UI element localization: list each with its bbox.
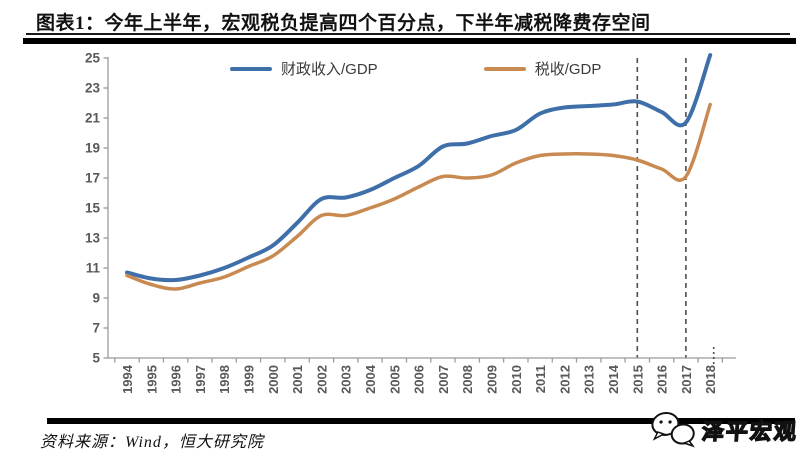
chat-bubbles-icon bbox=[651, 412, 695, 448]
x-tick-label: 2013 bbox=[582, 365, 597, 394]
x-tick-label: 2006 bbox=[412, 365, 427, 394]
x-tick-label: 1996 bbox=[169, 365, 184, 394]
brand-watermark-text: 泽平宏观 bbox=[700, 418, 799, 444]
x-tick-label: 2012 bbox=[557, 365, 572, 394]
y-tick-label: 13 bbox=[85, 231, 101, 246]
y-tick-label: 17 bbox=[85, 171, 100, 186]
x-tick-label: 1997 bbox=[193, 365, 208, 394]
data-source-note: 资料来源：Wind，恒大研究院 bbox=[40, 434, 264, 451]
series-line-1 bbox=[125, 102, 712, 291]
x-tick-label: 2005 bbox=[387, 365, 402, 394]
legend-label: 税收/GDP bbox=[534, 61, 602, 78]
x-tick-label: 2003 bbox=[339, 365, 354, 394]
x-tick-label: 2015 bbox=[630, 365, 645, 394]
legend-swatch bbox=[230, 66, 272, 71]
y-tick-label: 5 bbox=[92, 351, 100, 366]
y-tick-label: 7 bbox=[92, 321, 100, 336]
x-tick-label: 2011 bbox=[533, 365, 548, 393]
chart-legend: 财政收入/GDP 税收/GDP bbox=[230, 58, 601, 79]
title-underline-rule bbox=[26, 33, 790, 35]
x-tick-label: 2001 bbox=[290, 365, 305, 394]
legend-label: 财政收入/GDP bbox=[281, 61, 378, 78]
series-line-0 bbox=[125, 53, 713, 283]
x-tick-label: 2007 bbox=[436, 365, 451, 394]
y-tick-label: 11 bbox=[86, 261, 101, 276]
x-tick-label: 2009 bbox=[485, 365, 500, 394]
x-tick-label: 1999 bbox=[242, 365, 257, 394]
title-divider-bar bbox=[23, 38, 796, 44]
footer-divider-bar bbox=[47, 418, 795, 424]
x-tick-label: 2000 bbox=[266, 365, 281, 394]
legend-swatch bbox=[483, 66, 526, 71]
x-tick-label: 2010 bbox=[509, 365, 524, 394]
brand-watermark: 泽平宏观 bbox=[649, 411, 799, 449]
x-tick-label: 1994 bbox=[120, 364, 135, 394]
y-tick-label: 15 bbox=[85, 201, 101, 216]
legend-item-0: 财政收入/GDP bbox=[230, 58, 378, 79]
x-tick-label: 2017 bbox=[679, 365, 694, 394]
y-tick-label: 9 bbox=[92, 291, 100, 306]
x-tick-label: 2016 bbox=[655, 365, 670, 394]
y-tick-label: 25 bbox=[85, 51, 101, 66]
x-tick-label: 2004 bbox=[363, 364, 378, 394]
y-tick-label: 23 bbox=[85, 81, 101, 96]
x-tick-label: 2014 bbox=[606, 364, 621, 394]
x-tick-label: 2018 bbox=[703, 365, 718, 394]
y-tick-label: 19 bbox=[85, 141, 100, 156]
x-tick-label: 2002 bbox=[314, 365, 329, 394]
x-tick-label: 1998 bbox=[217, 365, 232, 394]
x-tick-label: 1995 bbox=[144, 365, 159, 394]
legend-item-1: 税收/GDP bbox=[483, 58, 602, 79]
y-tick-label: 21 bbox=[85, 111, 101, 126]
x-tick-label: 2008 bbox=[460, 365, 475, 394]
figure-title: 图表1：今年上半年，宏观税负提高四个百分点，下半年减税降费存空间 bbox=[36, 13, 651, 34]
